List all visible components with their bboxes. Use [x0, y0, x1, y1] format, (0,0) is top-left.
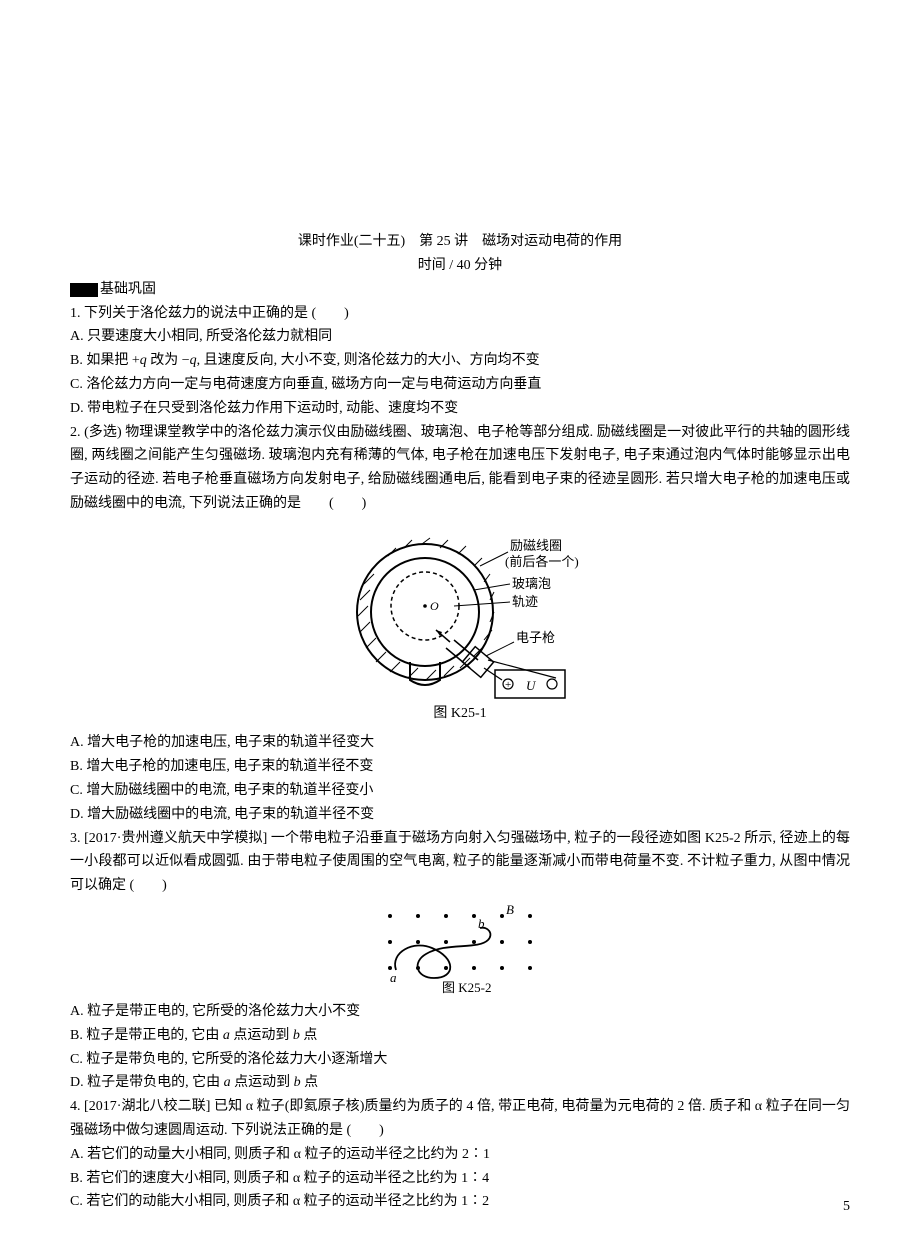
label-U: U	[526, 678, 537, 693]
section-marker-icon	[70, 283, 98, 297]
q1-option-a: A. 只要速度大小相同, 所受洛伦兹力就相同	[70, 325, 850, 349]
label-bulb: 玻璃泡	[512, 576, 551, 591]
q2-stem: 2. (多选) 物理课堂教学中的洛伦兹力演示仪由励磁线圈、玻璃泡、电子枪等部分组…	[70, 421, 850, 516]
q1-option-b: B. 如果把 +q 改为 −q, 且速度反向, 大小不变, 则洛伦兹力的大小、方…	[70, 349, 850, 373]
q4-option-c: C. 若它们的动能大小相同, 则质子和 α 粒子的运动半径之比约为 1∶2	[70, 1190, 850, 1214]
figure-k25-1-label: 图 K25-1	[70, 702, 850, 726]
q2-option-a: A. 增大电子枪的加速电压, 电子束的轨道半径变大	[70, 731, 850, 755]
label-a: a	[390, 970, 397, 985]
section-basic: 基础巩固	[70, 278, 850, 302]
q3-option-c: C. 粒子是带负电的, 它所受的洛伦兹力大小逐渐增大	[70, 1048, 850, 1072]
q2-option-d: D. 增大励磁线圈中的电流, 电子束的轨道半径不变	[70, 803, 850, 827]
q4-option-a: A. 若它们的动量大小相同, 则质子和 α 粒子的运动半径之比约为 2∶1	[70, 1143, 850, 1167]
q3-option-a: A. 粒子是带正电的, 它所受的洛伦兹力大小不变	[70, 1000, 850, 1024]
q1-stem: 1. 下列关于洛伦兹力的说法中正确的是 ( )	[70, 302, 850, 326]
label-b: b	[478, 916, 485, 931]
q2-option-c: C. 增大励磁线圈中的电流, 电子束的轨道半径变小	[70, 779, 850, 803]
q4-stem: 4. [2017·湖北八校二联] 已知 α 粒子(即氦原子核)质量约为质子的 4…	[70, 1095, 850, 1143]
svg-text:+: +	[505, 679, 511, 691]
q1-option-d: D. 带电粒子在只受到洛伦兹力作用下运动时, 动能、速度均不变	[70, 397, 850, 421]
label-coil2: (前后各一个)	[505, 554, 579, 569]
q1-option-c: C. 洛伦兹力方向一定与电荷速度方向垂直, 磁场方向一定与电荷运动方向垂直	[70, 373, 850, 397]
figure-k25-2: B a b 图 K25-2	[70, 904, 850, 994]
q4-option-b: B. 若它们的速度大小相同, 则质子和 α 粒子的运动半径之比约为 1∶4	[70, 1167, 850, 1191]
label-O: O	[430, 599, 439, 613]
label-coil: 励磁线圈	[510, 538, 562, 553]
label-B: B	[506, 904, 514, 917]
q3-option-b: B. 粒子是带正电的, 它由 a 点运动到 b 点	[70, 1024, 850, 1048]
page-number: 5	[843, 1195, 850, 1219]
label-gun: 电子枪	[516, 630, 555, 645]
worksheet-title: 课时作业(二十五) 第 25 讲 磁场对运动电荷的作用	[70, 230, 850, 254]
worksheet-time: 时间 / 40 分钟	[70, 254, 850, 278]
q2-option-b: B. 增大电子枪的加速电压, 电子束的轨道半径不变	[70, 755, 850, 779]
label-orbit: 轨迹	[512, 594, 538, 609]
figure-k25-1: O + U 励磁线圈 (前后各一个) 玻璃泡 轨迹 电子枪 图 K25-1	[70, 522, 850, 726]
figure-k25-2-label: 图 K25-2	[442, 980, 491, 994]
q3-option-d: D. 粒子是带负电的, 它由 a 点运动到 b 点	[70, 1071, 850, 1095]
q3-stem: 3. [2017·贵州遵义航天中学模拟] 一个带电粒子沿垂直于磁场方向射入匀强磁…	[70, 827, 850, 898]
